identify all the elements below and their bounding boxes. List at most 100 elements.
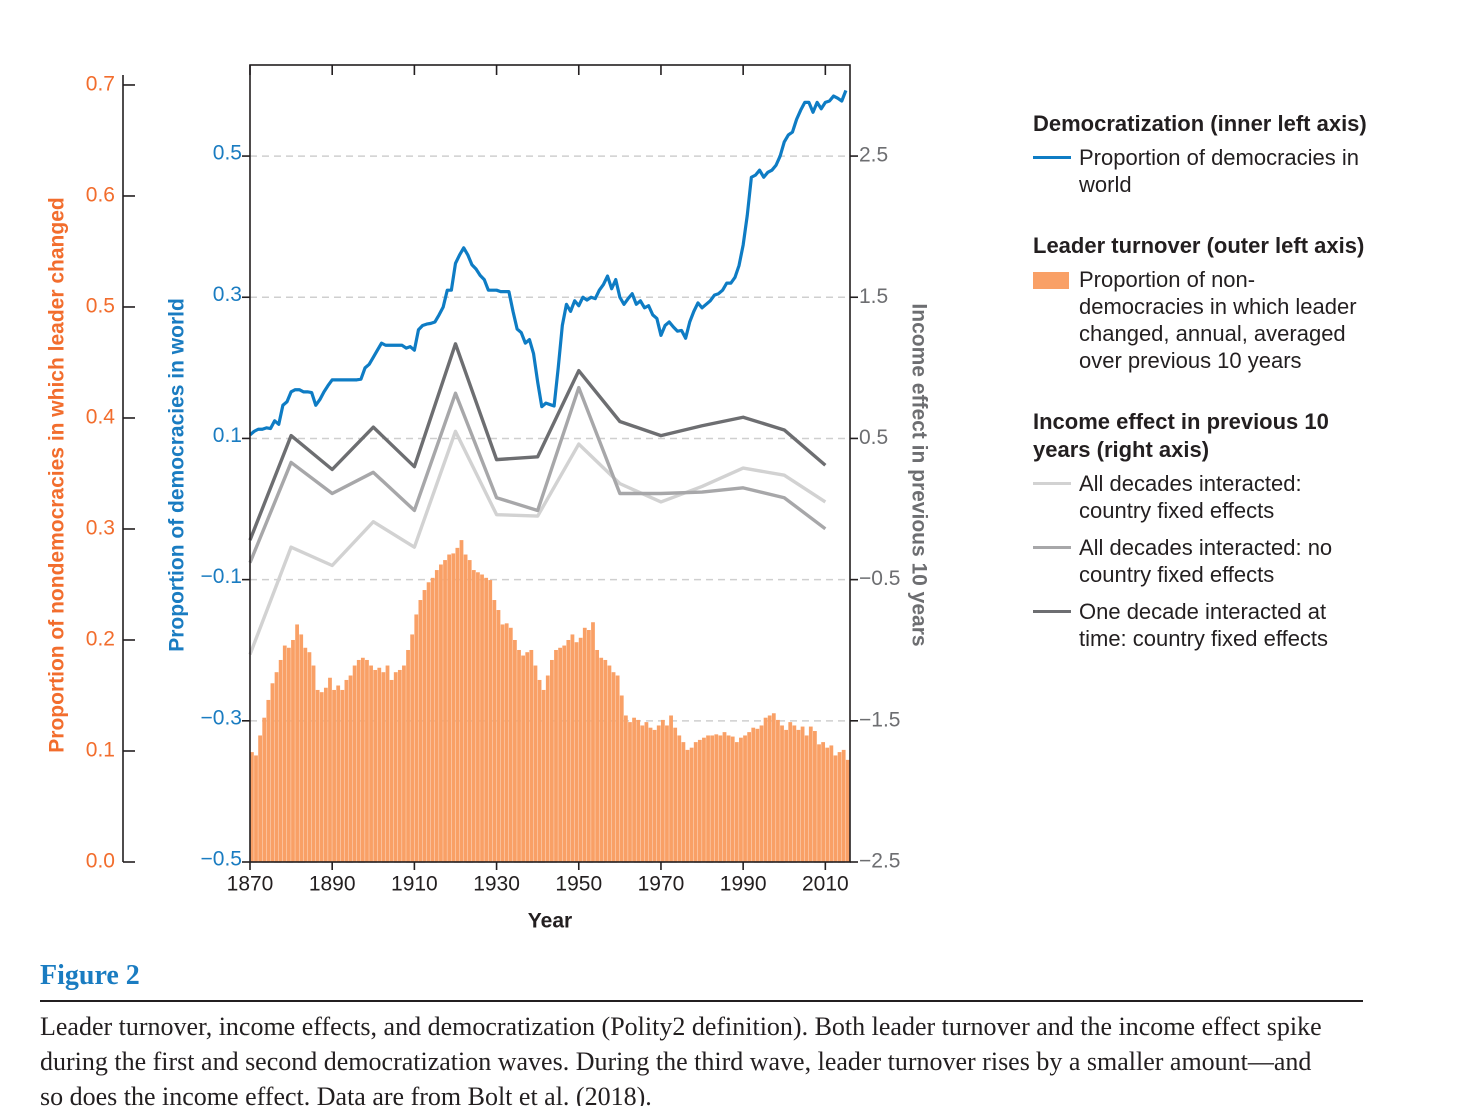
- bar: [451, 553, 456, 862]
- bar: [328, 677, 332, 862]
- bar: [817, 744, 821, 862]
- bar: [410, 634, 415, 862]
- x-tick-label: 1890: [309, 873, 356, 896]
- bar: [665, 725, 669, 862]
- bar: [792, 725, 797, 862]
- bar: [262, 717, 267, 862]
- x-tick-label: 1950: [555, 873, 602, 896]
- bar: [336, 685, 341, 862]
- bar: [619, 695, 624, 862]
- outer-y-tick-label: 0.3: [86, 517, 115, 540]
- bar: [681, 742, 686, 862]
- bar: [825, 747, 830, 862]
- bar: [734, 742, 739, 862]
- bar: [558, 647, 562, 862]
- legend-item: Proportion of non-democracies in which l…: [1033, 266, 1373, 374]
- bar: [759, 725, 764, 862]
- bar: [517, 649, 521, 862]
- bar: [837, 752, 842, 862]
- bar: [369, 665, 373, 862]
- bar: [586, 630, 591, 862]
- bar: [291, 639, 295, 862]
- bar: [492, 600, 497, 862]
- legend-group: Leader turnover (outer left axis) Proport…: [1033, 232, 1373, 374]
- bar: [307, 652, 312, 862]
- y2-tick-label: 1.5: [859, 285, 888, 308]
- bar: [323, 687, 328, 862]
- bar: [743, 735, 747, 862]
- bar: [545, 675, 550, 862]
- bar: [714, 734, 719, 862]
- bar: [562, 645, 567, 862]
- bar: [804, 735, 809, 862]
- bar: [434, 570, 439, 862]
- bar: [702, 737, 706, 862]
- bar: [730, 736, 735, 862]
- bar: [340, 689, 345, 862]
- y-tick-label: 0.3: [213, 283, 242, 306]
- bar: [459, 540, 464, 862]
- y-axis-label: Proportion of democracies in world: [166, 298, 189, 652]
- y2-tick-label: −2.5: [859, 850, 900, 873]
- legend-item: One decade interacted at time: country f…: [1033, 598, 1373, 652]
- bar: [467, 560, 472, 862]
- outer-y-tick-label: 0.0: [86, 850, 115, 873]
- bar: [771, 713, 776, 862]
- bar: [628, 722, 632, 862]
- outer-y-tick-label: 0.1: [86, 739, 115, 762]
- bar: [319, 692, 324, 862]
- bar: [652, 729, 657, 862]
- bar: [550, 659, 554, 862]
- bar: [258, 735, 262, 862]
- outer-y-tick-label: 0.7: [86, 73, 115, 96]
- bar: [439, 564, 443, 862]
- bar: [393, 672, 398, 862]
- bar: [570, 634, 575, 862]
- line: [248, 385, 827, 564]
- bar: [813, 731, 817, 862]
- bar: [685, 749, 690, 862]
- bar: [529, 649, 534, 862]
- x-tick-label: 1930: [473, 873, 520, 896]
- bar: [533, 665, 538, 862]
- bar: [270, 683, 275, 862]
- figure-caption: Leader turnover, income effects, and dem…: [40, 1012, 1322, 1106]
- bar: [385, 665, 390, 862]
- legend: Democratization (inner left axis) Proport…: [1033, 110, 1373, 686]
- bar: [669, 715, 673, 862]
- bar: [808, 726, 813, 862]
- legend-swatch: [1033, 546, 1071, 549]
- bar: [706, 735, 710, 862]
- bar: [607, 665, 612, 862]
- bar: [833, 755, 838, 862]
- bar: [443, 560, 447, 862]
- bar: [250, 752, 254, 862]
- bar: [697, 739, 702, 862]
- bar: [480, 574, 484, 862]
- bar: [496, 610, 501, 862]
- y-tick-label: −0.1: [201, 565, 242, 588]
- bar: [767, 715, 772, 862]
- bar: [476, 572, 480, 862]
- bar: [381, 672, 386, 862]
- bar: [278, 659, 283, 862]
- plot-frame: [249, 64, 851, 863]
- bar: [500, 624, 505, 862]
- y2-tick-label: 2.5: [859, 144, 888, 167]
- bar: [726, 735, 731, 862]
- bar: [254, 755, 258, 862]
- figure-rule: [40, 1000, 1363, 1002]
- bar: [776, 719, 780, 862]
- bar: [418, 600, 423, 862]
- bar: [484, 577, 489, 862]
- bar: [615, 675, 620, 862]
- bar: [525, 652, 530, 862]
- bar: [360, 657, 365, 862]
- bar: [660, 719, 665, 862]
- legend-label: All decades interacted: no country fixed…: [1079, 535, 1333, 587]
- x-axis-label: Year: [528, 910, 572, 933]
- bar: [611, 672, 616, 862]
- bar: [644, 722, 649, 862]
- bar: [299, 634, 304, 862]
- legend-label: Proportion of democracies in world: [1079, 145, 1360, 197]
